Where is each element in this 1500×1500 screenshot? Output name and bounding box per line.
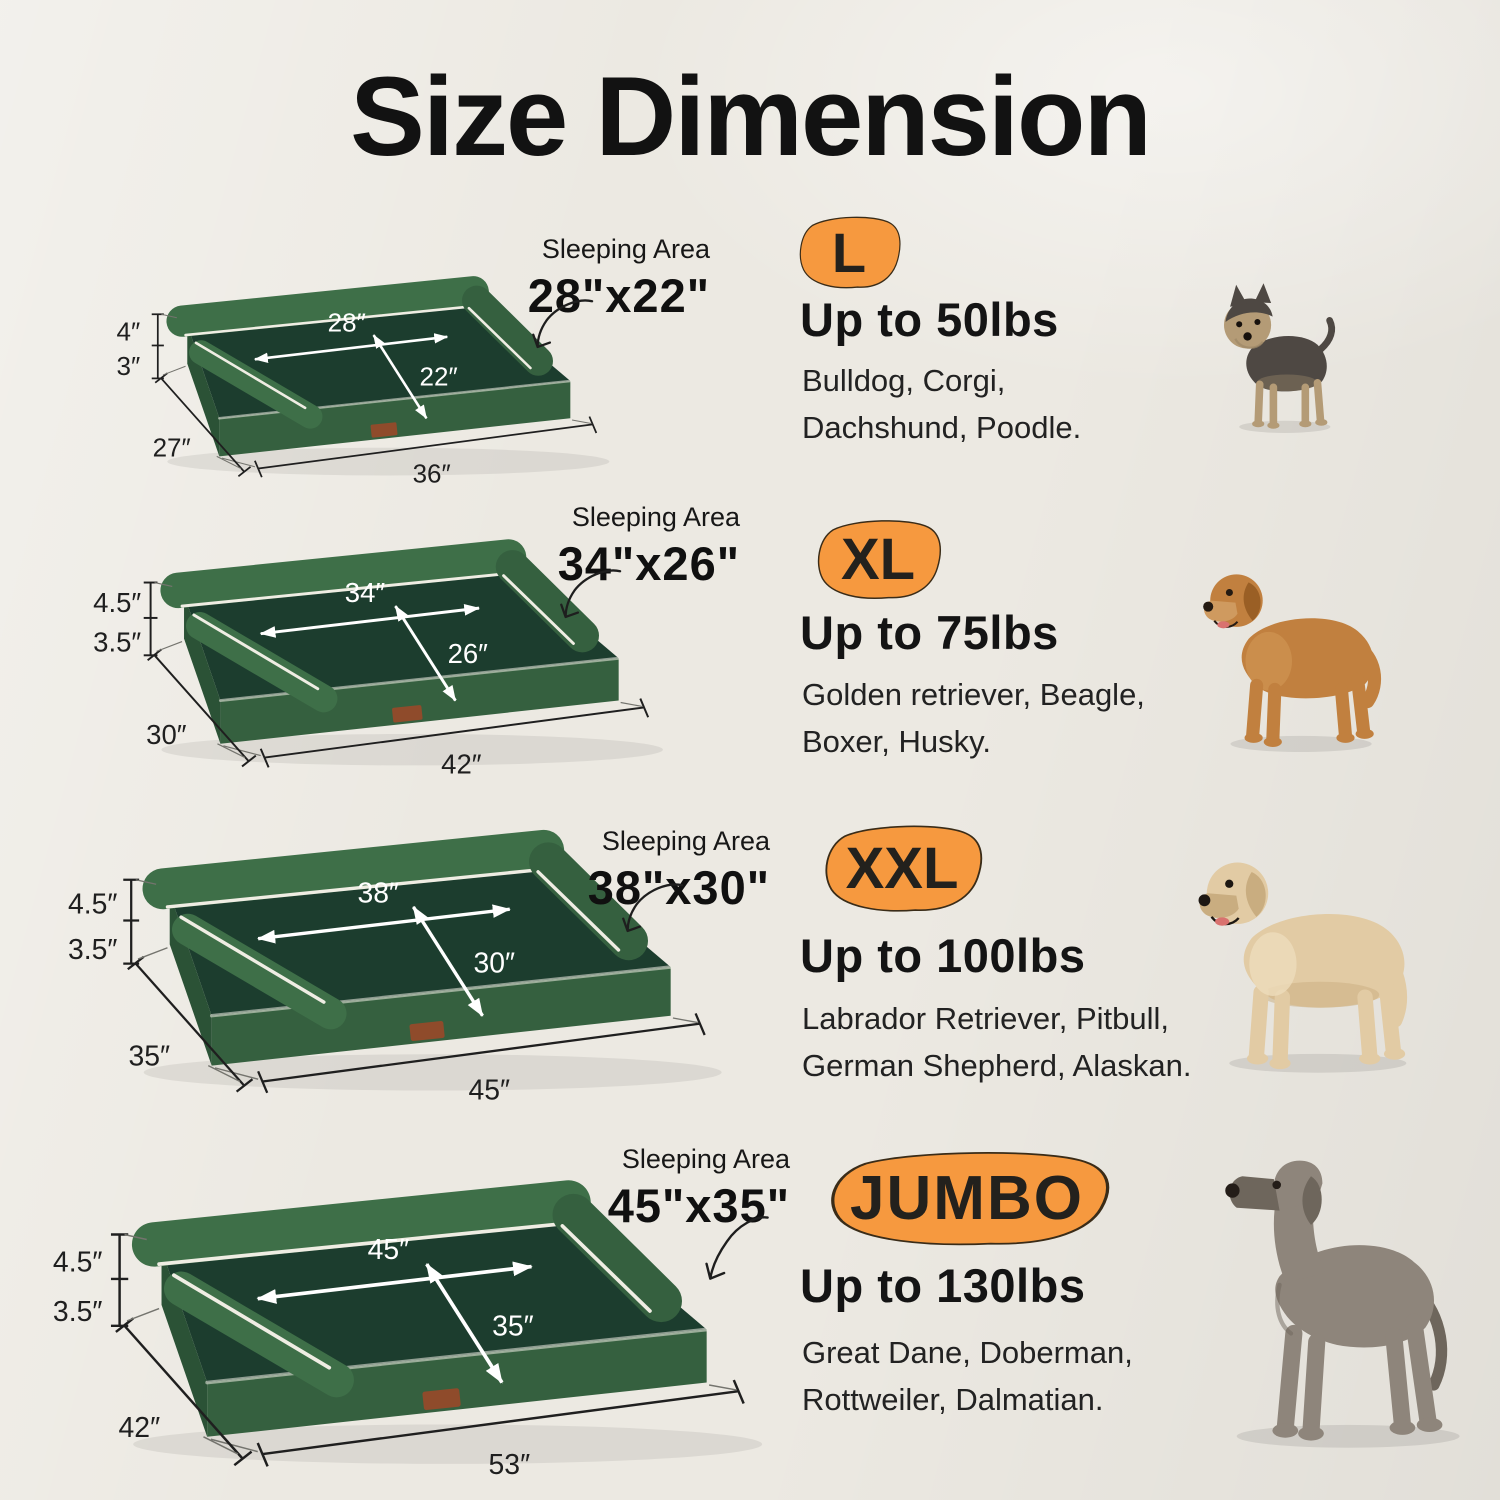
breed-list: Bulldog, Corgi, Dachshund, Poodle. [802,358,1081,451]
curved-arrow-icon [705,1216,769,1280]
dog-photo-golden-retriever [1203,574,1381,752]
dimension-label-depth: 35″ [492,1311,534,1343]
dimension-label-bottom: 36″ [413,458,451,488]
sleeping-area-callout: Sleeping Area 45"x35" [510,1144,790,1233]
size-badge-xxl: XXL [818,820,986,916]
breed-list: Labrador Retriever, Pitbull, German Shep… [802,996,1191,1089]
dimension-label-side: 30″ [146,719,187,750]
size-badge-l: L [795,212,903,292]
dimension-label-height-bottom: 3.5″ [93,626,141,657]
dimension-label-top: 28″ [328,308,366,338]
dimension-label-height-bottom: 3″ [116,351,140,381]
dog-photo-great-dane [1225,1160,1460,1448]
bed-illustration-xxl: 38″ 30″ 45″ 35″ 4.5″ 3.5″ [68,780,716,1120]
curved-arrow-icon [532,299,594,349]
weight-limit: Up to 75lbs [800,606,1059,659]
breed-list: Great Dane, Doberman, Rottweiler, Dalmat… [802,1330,1133,1423]
breed-line: Bulldog, Corgi, [802,363,1006,398]
dimension-label-bottom: 42″ [441,748,482,779]
sleeping-area-size: 45"x35" [607,1179,790,1232]
bed-illustration-xl: 34″ 26″ 42″ 30″ 4.5″ 3.5″ [93,496,658,791]
dog-photo-labrador-retriever [1198,862,1408,1073]
weight-limit: Up to 130lbs [800,1259,1086,1312]
sleeping-area-label: Sleeping Area [541,234,710,264]
breed-line: Rottweiler, Dalmatian. [802,1381,1104,1417]
sleeping-area-callout: Sleeping Area 38"x30" [490,826,770,915]
dimension-label-depth: 22″ [420,361,458,391]
sleeping-area-label: Sleeping Area [601,826,770,856]
breed-line: Dachshund, Poodle. [802,409,1082,445]
size-badge-label: L [831,220,867,284]
dimension-label-depth: 26″ [448,638,489,669]
dog-photo-yorkshire-terrier [1224,283,1336,433]
sleeping-area-size: 28"x22" [527,269,710,322]
dimension-label-depth: 30″ [473,948,515,980]
bed-illustration-l: 28″ 22″ 36″ 27″ 4″ 3″ [116,238,605,498]
page-title: Size Dimension [350,54,1152,179]
dimension-label-bottom: 45″ [469,1075,511,1107]
dimension-label-top: 45″ [368,1234,410,1266]
breed-line: Labrador Retriever, Pitbull, [802,1001,1170,1036]
size-badge-jumbo: JUMBO [818,1146,1116,1250]
curved-arrow-icon [560,569,622,619]
weight-limit: Up to 50lbs [800,293,1059,346]
sleeping-area-label: Sleeping Area [571,502,740,532]
bed-illustration-jumbo: 45″ 35″ 53″ 42″ 4.5″ 3.5″ [53,1126,756,1496]
size-badge-label: XXL [845,835,959,901]
size-badge-label: JUMBO [850,1163,1084,1233]
dimension-label-height-bottom: 3.5″ [53,1296,102,1328]
sleeping-area-callout: Sleeping Area 28"x22" [430,234,710,323]
breed-line: Boxer, Husky. [802,723,991,759]
dimension-label-top: 34″ [345,577,386,608]
curved-arrow-icon [622,883,684,933]
size-badge-label: XL [840,526,916,592]
dimension-label-height-top: 4.5″ [93,587,141,618]
dimension-label-height-top: 4.5″ [53,1247,102,1279]
dimension-label-top: 38″ [357,877,399,909]
sleeping-area-label: Sleeping Area [621,1144,790,1174]
weight-limit: Up to 100lbs [800,929,1086,982]
breed-line: Great Dane, Doberman, [802,1335,1133,1370]
dimension-label-height-top: 4″ [116,316,140,346]
dimension-label-side: 42″ [119,1412,161,1444]
dimension-label-height-bottom: 3.5″ [68,934,117,966]
dimension-label-side: 27″ [153,432,191,462]
dimension-label-bottom: 53″ [489,1449,531,1481]
breed-line: Golden retriever, Beagle, [802,677,1145,712]
sleeping-area-size: 38"x30" [587,861,770,914]
dimension-label-side: 35″ [129,1041,171,1073]
size-badge-xl: XL [812,515,944,603]
sleeping-area-size: 34"x26" [557,537,740,590]
sleeping-area-callout: Sleeping Area 34"x26" [460,502,740,591]
dimension-label-height-top: 4.5″ [68,889,117,921]
breed-line: German Shepherd, Alaskan. [802,1047,1192,1083]
breed-list: Golden retriever, Beagle, Boxer, Husky. [802,672,1145,765]
